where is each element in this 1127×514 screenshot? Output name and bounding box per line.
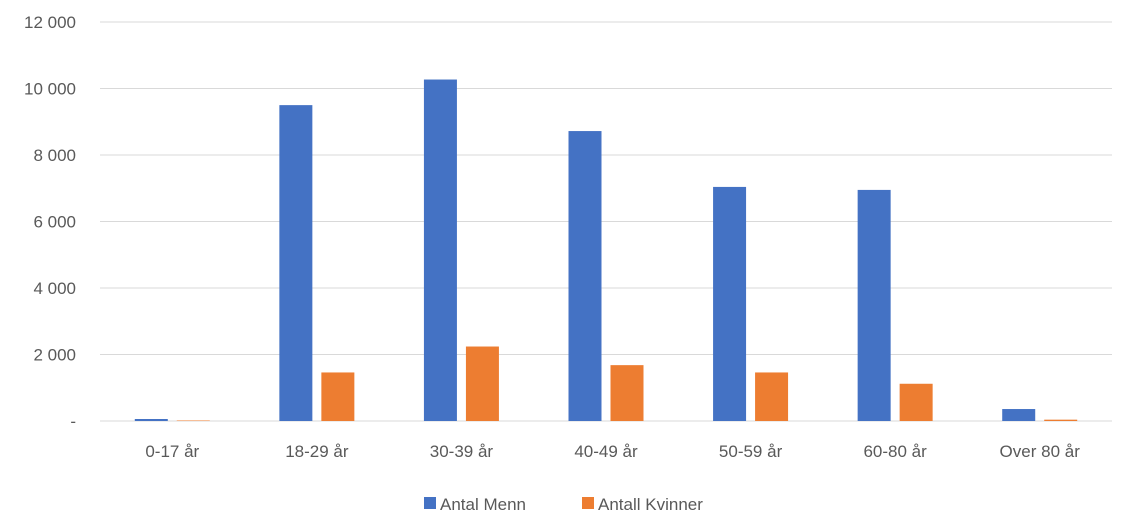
y-tick-label: - [70,412,76,431]
legend-label: Antal Menn [440,495,526,514]
bar-menn [134,419,168,421]
gridlines [100,21,1112,422]
legend: Antal Menn Antall Kvinner [424,495,703,514]
y-tick-label: 4 000 [33,279,76,298]
x-tick-label: 50-59 år [719,442,783,461]
y-tick-label: 12 000 [24,13,76,32]
legend-swatch [424,497,436,509]
bar-menn [1002,409,1036,421]
bar-kvinner [755,372,789,421]
bar-menn [279,105,313,421]
bar-kvinner [610,365,644,421]
x-tick-label: 40-49 år [574,442,638,461]
x-tick-label: 0-17 år [145,442,199,461]
bar-kvinner [321,372,355,421]
legend-swatch [582,497,594,509]
y-tick-label: 8 000 [33,146,76,165]
y-tick-label: 2 000 [33,346,76,365]
bar-menn [568,131,602,421]
x-axis-ticks: 0-17 år 18-29 år 30-39 år 40-49 år 50-59 år 6… [145,442,1080,461]
y-axis-ticks: - 2 000 4 000 6 000 8 000 10 000 12 000 [24,13,76,431]
legend-item: Antal Menn [424,495,526,514]
x-tick-label: 60-80 år [863,442,927,461]
bars [134,79,1078,422]
x-tick-label: 30-39 år [430,442,494,461]
legend-label: Antall Kvinner [598,495,703,514]
y-tick-label: 10 000 [24,80,76,99]
legend-item: Antall Kvinner [582,495,703,514]
bar-kvinner [1044,419,1078,421]
x-tick-label: 18-29 år [285,442,349,461]
bar-menn [713,186,747,421]
bar-kvinner [465,346,499,421]
bar-kvinner [899,383,933,421]
x-tick-label: Over 80 år [1000,442,1081,461]
bar-menn [857,189,891,421]
y-tick-label: 6 000 [33,213,76,232]
bar-menn [423,79,457,422]
